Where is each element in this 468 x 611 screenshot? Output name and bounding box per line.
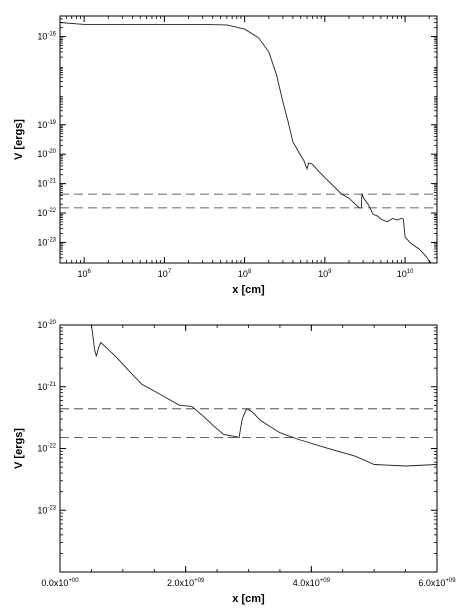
y-tick-label: 10-21 [37,382,56,392]
chart-bottom: 0.0x10+00 2.0x10+09 4.0x10+09 6.0x10+09 10-2… [13,320,456,605]
y-axis-label: V [ergs] [13,119,25,160]
x-tick-label: 1010 [397,269,414,279]
plot-frame [59,15,438,264]
x-tick-label: 106 [77,269,91,279]
plot-frame [59,324,438,573]
x-tick-label: 107 [158,269,172,279]
y-axis-label: V [ergs] [13,428,25,469]
x-tick-label: 6.0x10+09 [418,578,456,588]
y-tick-label: 10-22 [37,208,56,218]
chart-top: 106 107 108 109 1010 10-16 10-19 10-20 10-21 10-2… [13,15,438,296]
x-tick-label: 108 [238,269,252,279]
data-series-line [90,325,437,467]
x-tick-label: 109 [318,269,332,279]
data-series-line [60,22,432,263]
x-tick-label: 0.0x10+00 [41,578,79,588]
x-axis-label: x [cm] [232,284,265,296]
y-tick-label: 10-16 [37,32,56,42]
y-tick-label: 10-23 [37,505,56,515]
y-tick-label: 10-20 [37,320,56,330]
y-tick-label: 10-19 [37,120,56,130]
x-axis-label: x [cm] [232,593,265,605]
y-tick-label: 10-23 [37,237,56,247]
y-tick-label: 10-21 [37,179,56,189]
x-tick-label: 4.0x10+09 [293,578,331,588]
x-tick-label: 2.0x10+09 [167,578,205,588]
y-tick-label: 10-22 [37,444,56,454]
y-tick-label: 10-20 [37,149,56,159]
